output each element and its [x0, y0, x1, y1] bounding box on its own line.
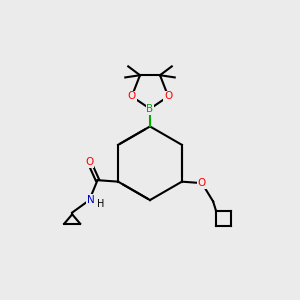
Text: O: O: [198, 178, 206, 188]
Text: B: B: [146, 104, 154, 114]
Text: O: O: [85, 157, 93, 167]
Text: N: N: [87, 195, 94, 205]
Text: O: O: [164, 92, 172, 101]
Text: H: H: [97, 199, 104, 209]
Text: O: O: [128, 92, 136, 101]
